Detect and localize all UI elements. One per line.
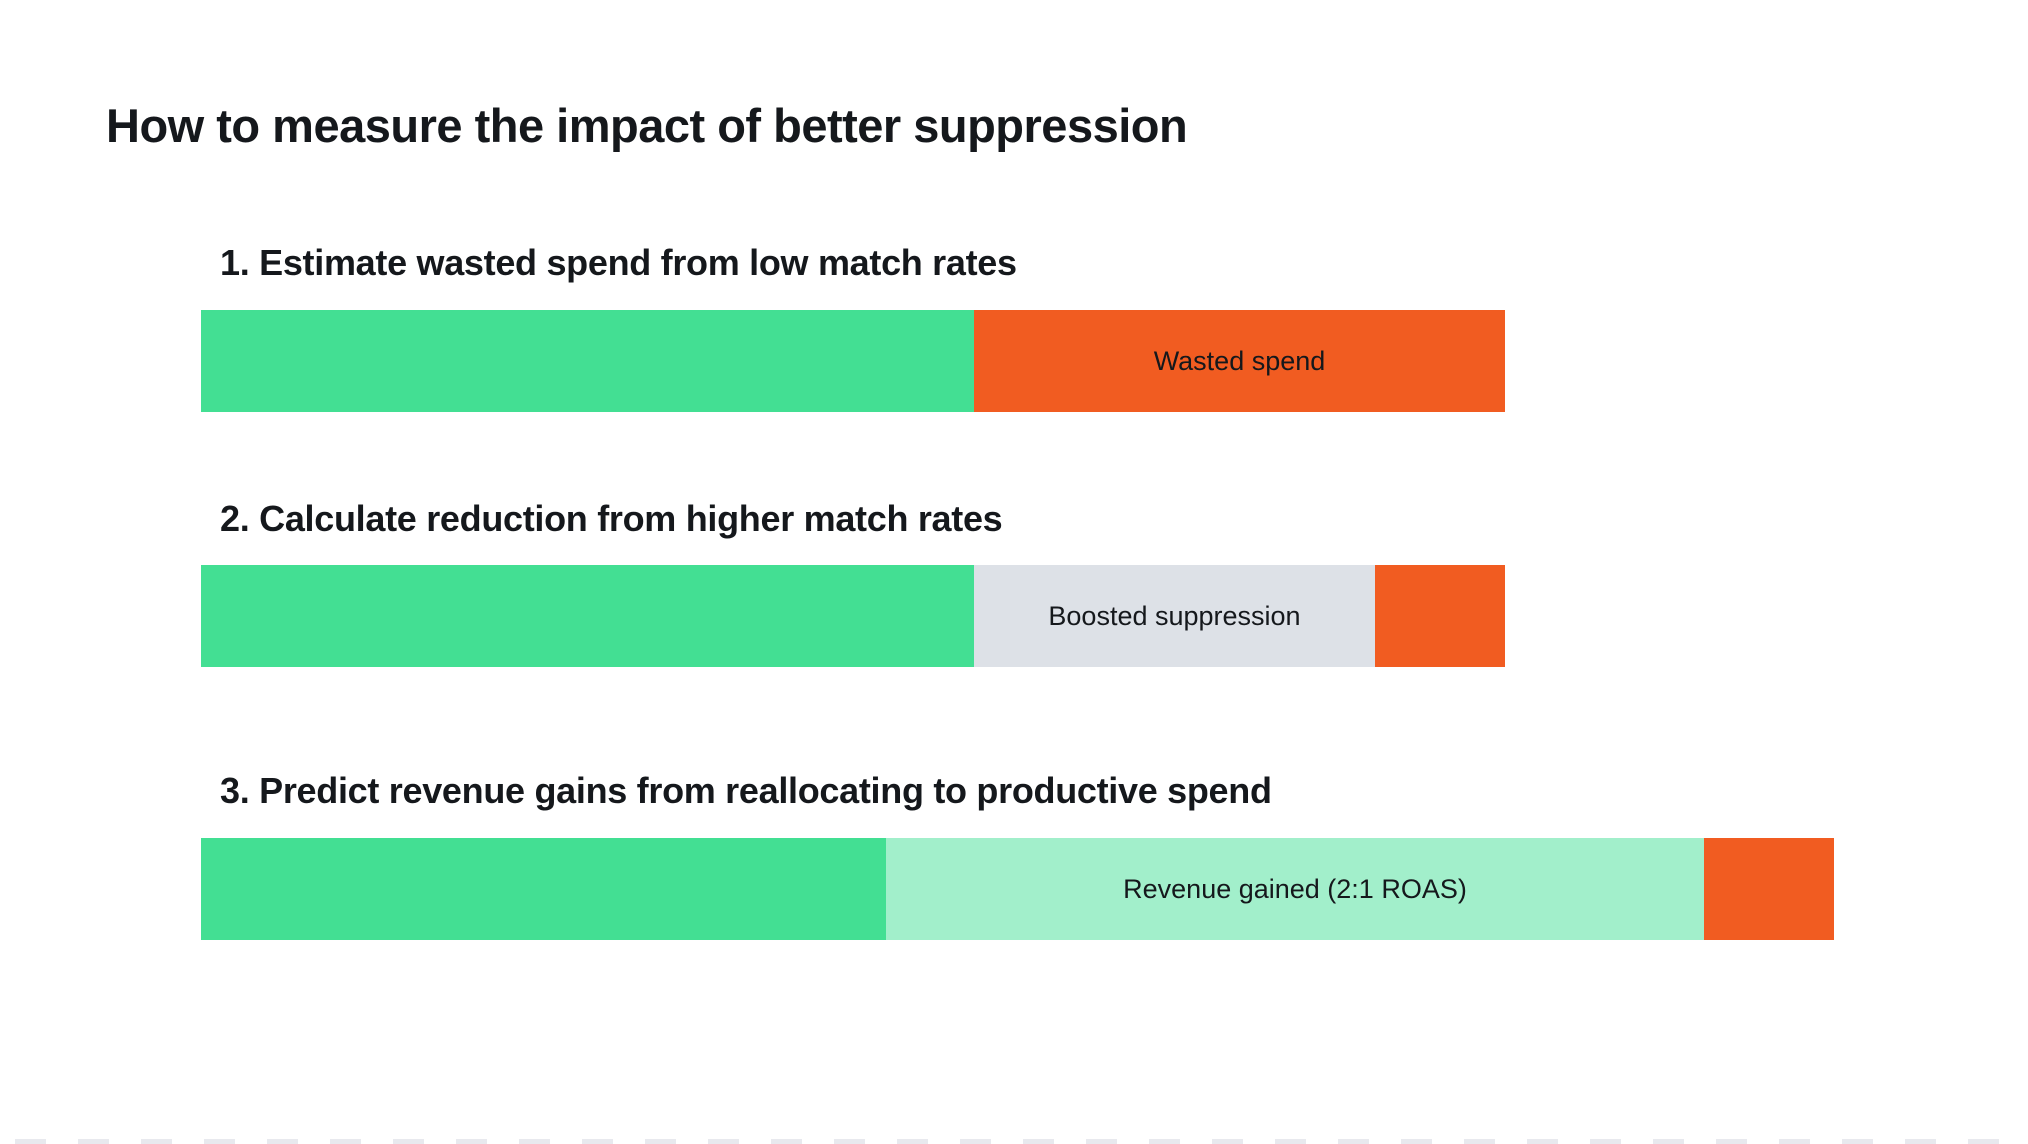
step-bar-2: Boosted suppression [201, 565, 1505, 667]
wasted-spend-label: Wasted spend [1153, 345, 1326, 376]
page-title: How to measure the impact of better supp… [106, 99, 1188, 152]
boosted-suppression-segment: Boosted suppression [974, 565, 1375, 667]
revenue-gained-label: Revenue gained (2:1 ROAS) [1123, 873, 1467, 904]
boosted-suppression-label: Boosted suppression [1048, 600, 1301, 631]
step-bar-1: Wasted spend [201, 310, 1505, 412]
step-heading-1: 1. Estimate wasted spend from low match … [220, 242, 1017, 283]
remaining-wasted-spend-segment [1375, 565, 1505, 667]
wasted-spend-segment: Wasted spend [974, 310, 1505, 412]
revenue-gained-segment: Revenue gained (2:1 ROAS) [886, 838, 1704, 940]
productive-spend-segment [201, 838, 886, 940]
bottom-dash-strip [15, 1139, 2028, 1144]
productive-spend-segment [201, 565, 974, 667]
remaining-wasted-spend-segment [1704, 838, 1834, 940]
step-heading-2: 2. Calculate reduction from higher match… [220, 498, 1003, 539]
step-heading-3: 3. Predict revenue gains from reallocati… [220, 770, 1272, 811]
step-bar-3: Revenue gained (2:1 ROAS) [201, 838, 1834, 940]
productive-spend-segment [201, 310, 974, 412]
